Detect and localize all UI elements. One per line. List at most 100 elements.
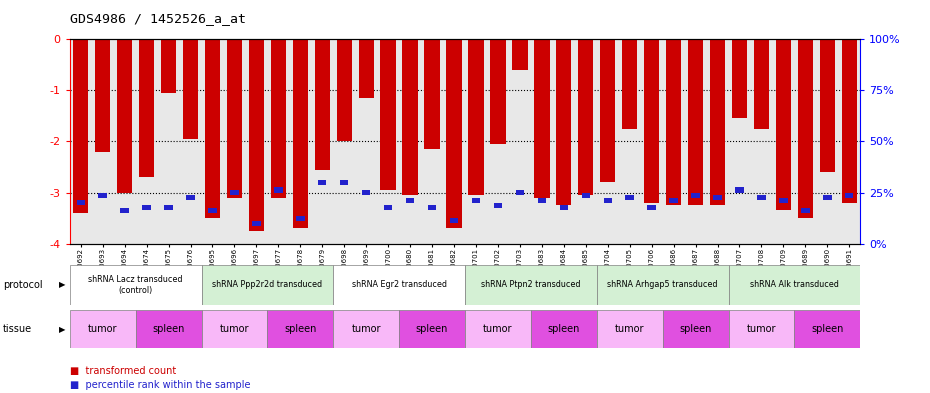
Bar [494, 203, 502, 208]
Bar [183, 39, 198, 139]
Bar [117, 39, 132, 193]
Bar [845, 193, 854, 198]
Bar [728, 265, 860, 305]
Text: ▶: ▶ [59, 281, 65, 289]
Bar [252, 220, 260, 226]
Bar [515, 190, 525, 195]
Bar [560, 205, 568, 210]
Bar [604, 198, 612, 203]
Bar [337, 39, 352, 141]
Bar [578, 39, 593, 195]
Bar [666, 39, 682, 205]
Bar [490, 39, 506, 144]
Bar [73, 39, 88, 213]
Bar [472, 198, 480, 203]
Bar [691, 193, 699, 198]
Bar [314, 39, 330, 169]
Bar [581, 193, 590, 198]
Bar [626, 195, 634, 200]
Bar [644, 39, 659, 203]
Bar [293, 39, 308, 228]
Bar [469, 39, 484, 195]
Bar [424, 39, 440, 149]
Text: spleen: spleen [548, 324, 580, 334]
Bar [670, 198, 678, 203]
Bar [136, 310, 202, 348]
Bar [274, 187, 283, 193]
Bar [405, 198, 415, 203]
Text: tumor: tumor [88, 324, 117, 334]
Text: shRNA Ppp2r2d transduced: shRNA Ppp2r2d transduced [212, 281, 323, 289]
Bar [512, 39, 527, 70]
Bar [139, 39, 154, 177]
Text: tumor: tumor [615, 324, 644, 334]
Bar [70, 310, 136, 348]
Bar [403, 39, 418, 195]
Bar [362, 190, 370, 195]
Bar [248, 39, 264, 231]
Bar [801, 208, 810, 213]
Text: spleen: spleen [285, 324, 316, 334]
Bar [186, 195, 194, 200]
Text: spleen: spleen [680, 324, 711, 334]
Bar [647, 205, 656, 210]
Bar [823, 195, 831, 200]
Bar [662, 310, 728, 348]
Bar [597, 310, 662, 348]
Text: ▶: ▶ [59, 325, 65, 334]
Bar [753, 39, 769, 129]
Bar [95, 39, 111, 152]
Text: spleen: spleen [416, 324, 448, 334]
Bar [161, 39, 177, 93]
Bar [208, 208, 217, 213]
Text: tissue: tissue [3, 324, 32, 334]
Bar [446, 39, 461, 228]
Bar [842, 39, 857, 203]
Bar [819, 39, 835, 172]
Bar [732, 39, 747, 118]
Bar [538, 198, 546, 203]
Bar [271, 39, 286, 198]
Bar [227, 39, 242, 198]
Bar [358, 39, 374, 98]
Bar [205, 39, 220, 218]
Text: shRNA Ptpn2 transduced: shRNA Ptpn2 transduced [481, 281, 580, 289]
Text: tumor: tumor [219, 324, 249, 334]
Bar [556, 39, 572, 205]
Bar [531, 310, 597, 348]
Text: GDS4986 / 1452526_a_at: GDS4986 / 1452526_a_at [70, 12, 246, 25]
Bar [399, 310, 465, 348]
Bar [76, 200, 85, 205]
Bar [318, 180, 326, 185]
Bar [465, 310, 531, 348]
Text: protocol: protocol [3, 280, 43, 290]
Bar [597, 265, 728, 305]
Bar [384, 205, 392, 210]
Text: shRNA Alk transduced: shRNA Alk transduced [750, 281, 839, 289]
Bar [333, 310, 399, 348]
Bar [757, 195, 765, 200]
Bar [450, 218, 458, 223]
Bar [267, 310, 333, 348]
Text: tumor: tumor [352, 324, 381, 334]
Bar [70, 265, 202, 305]
Bar [534, 39, 550, 198]
Bar [380, 39, 396, 190]
Bar [142, 205, 151, 210]
Bar [710, 39, 725, 205]
Bar [296, 215, 304, 220]
Bar [798, 39, 813, 218]
Text: ■  transformed count: ■ transformed count [70, 366, 176, 376]
Text: shRNA Lacz transduced
(control): shRNA Lacz transduced (control) [88, 275, 183, 295]
Text: shRNA Arhgap5 transduced: shRNA Arhgap5 transduced [607, 281, 718, 289]
Text: tumor: tumor [484, 324, 512, 334]
Bar [728, 310, 794, 348]
Bar [202, 265, 333, 305]
Text: spleen: spleen [153, 324, 185, 334]
Bar [794, 310, 860, 348]
Text: ■  percentile rank within the sample: ■ percentile rank within the sample [70, 380, 250, 390]
Bar [465, 265, 597, 305]
Bar [428, 205, 436, 210]
Bar [340, 180, 349, 185]
Bar [779, 198, 788, 203]
